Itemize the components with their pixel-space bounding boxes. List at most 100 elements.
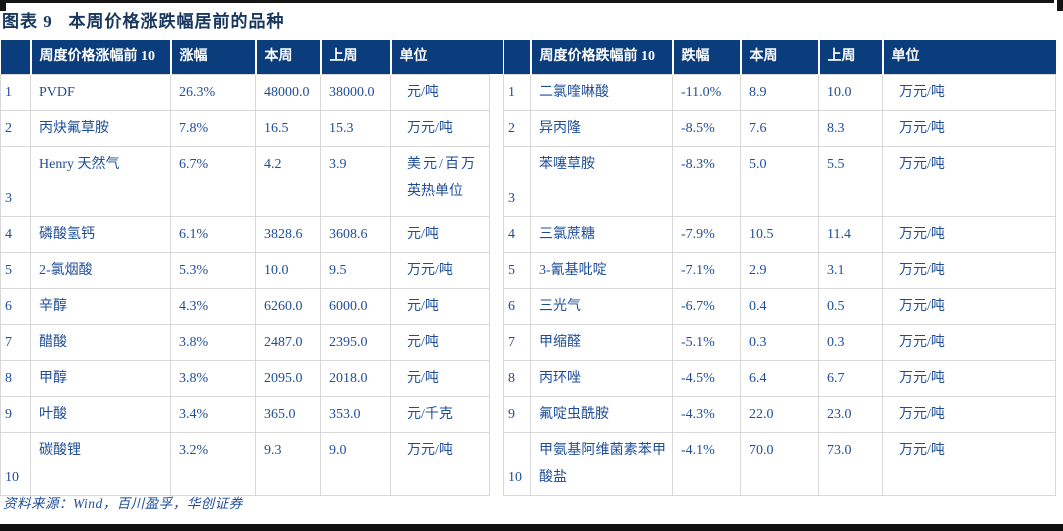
change-pct-cell: -8.5% [672, 110, 741, 147]
this-week-cell: 70.0 [740, 432, 819, 496]
item-name-cell: 氟啶虫酰胺 [530, 396, 673, 433]
this-week-cell: 5.0 [740, 146, 819, 217]
table-row: 6 三光气 -6.7% 0.4 0.5 万元/吨 [503, 288, 1056, 325]
row-index-cell: 3 [0, 146, 31, 217]
last-week-cell: 6.7 [818, 360, 883, 397]
table-row: 8 甲醇 3.8% 2095.0 2018.0 元/吨 [0, 360, 490, 397]
unit-cell: 万元/吨 [882, 324, 1056, 361]
header-row: 周度价格涨幅前 10 涨幅 本周 上周 单位 [0, 40, 490, 75]
item-name-cell: 磷酸氢钙 [30, 216, 171, 253]
table-row: 5 2-氯烟酸 5.3% 10.0 9.5 万元/吨 [0, 252, 490, 289]
unit-cell: 万元/吨 [882, 74, 1056, 111]
change-pct-cell: -4.5% [672, 360, 741, 397]
item-name-cell: 3-氰基吡啶 [530, 252, 673, 289]
this-week-cell: 365.0 [255, 396, 321, 433]
table-row: 1 二氯喹啉酸 -11.0% 8.9 10.0 万元/吨 [503, 74, 1056, 111]
row-index-cell: 2 [503, 110, 531, 147]
last-week-cell: 38000.0 [320, 74, 391, 111]
item-name-cell: 甲缩醛 [530, 324, 673, 361]
this-week-cell: 6260.0 [255, 288, 321, 325]
last-week-cell: 73.0 [818, 432, 883, 496]
this-week-cell: 2487.0 [255, 324, 321, 361]
row-index-cell: 10 [0, 432, 31, 496]
last-week-cell: 3.1 [818, 252, 883, 289]
this-week-cell: 10.0 [255, 252, 321, 289]
gainers-change-header: 涨幅 [169, 40, 256, 75]
gainers-index-header [0, 40, 31, 75]
last-week-cell: 2018.0 [320, 360, 391, 397]
losers-change-header: 跌幅 [671, 40, 741, 75]
item-name-cell: 苯噻草胺 [530, 146, 673, 217]
row-index-cell: 7 [503, 324, 531, 361]
last-week-cell: 3608.6 [320, 216, 391, 253]
last-week-cell: 23.0 [818, 396, 883, 433]
item-name-cell: 叶酸 [30, 396, 171, 433]
losers-table: 周度价格跌幅前 10 跌幅 本周 上周 单位 1 二氯喹啉酸 -11.0% 8.9 10… [503, 40, 1056, 496]
this-week-cell: 3828.6 [255, 216, 321, 253]
last-week-cell: 3.9 [320, 146, 391, 217]
item-name-cell: 异丙隆 [530, 110, 673, 147]
change-pct-cell: -4.3% [672, 396, 741, 433]
header-row: 周度价格跌幅前 10 跌幅 本周 上周 单位 [503, 40, 1056, 75]
row-index-cell: 1 [0, 74, 31, 111]
gainers-thisweek-header: 本周 [254, 40, 321, 75]
unit-cell: 万元/吨 [882, 396, 1056, 433]
last-week-cell: 15.3 [320, 110, 391, 147]
this-week-cell: 9.3 [255, 432, 321, 496]
unit-cell: 元/吨 [390, 216, 490, 253]
unit-cell: 万元/吨 [390, 432, 490, 496]
change-pct-cell: 6.1% [170, 216, 256, 253]
losers-unit-header: 单位 [881, 40, 1056, 75]
table-row: 8 丙环唑 -4.5% 6.4 6.7 万元/吨 [503, 360, 1056, 397]
table-row: 4 三氯蔗糖 -7.9% 10.5 11.4 万元/吨 [503, 216, 1056, 253]
change-pct-cell: -6.7% [672, 288, 741, 325]
change-pct-cell: 7.8% [170, 110, 256, 147]
change-pct-cell: -4.1% [672, 432, 741, 496]
gainers-unit-header: 单位 [389, 40, 490, 75]
bottom-rule [0, 524, 1063, 531]
change-pct-cell: -8.3% [672, 146, 741, 217]
row-index-cell: 10 [503, 432, 531, 496]
change-pct-cell: 3.8% [170, 324, 256, 361]
this-week-cell: 22.0 [740, 396, 819, 433]
gainers-table-body: 1 PVDF 26.3% 48000.0 38000.0 元/吨 2 丙炔氟草胺 7.8% 16.… [0, 74, 490, 496]
table-row: 5 3-氰基吡啶 -7.1% 2.9 3.1 万元/吨 [503, 252, 1056, 289]
table-row: 4 磷酸氢钙 6.1% 3828.6 3608.6 元/吨 [0, 216, 490, 253]
table-row: 3 Henry 天然气 6.7% 4.2 3.9 美元/百万英热单位 [0, 146, 490, 217]
change-pct-cell: 3.2% [170, 432, 256, 496]
row-index-cell: 8 [0, 360, 31, 397]
row-index-cell: 5 [503, 252, 531, 289]
unit-cell: 元/吨 [390, 288, 490, 325]
gainers-lastweek-header: 上周 [319, 40, 391, 75]
last-week-cell: 5.5 [818, 146, 883, 217]
unit-cell: 万元/吨 [882, 432, 1056, 496]
unit-cell: 美元/百万英热单位 [390, 146, 490, 217]
unit-cell: 万元/吨 [390, 110, 490, 147]
change-pct-cell: 5.3% [170, 252, 256, 289]
change-pct-cell: -11.0% [672, 74, 741, 111]
row-index-cell: 9 [0, 396, 31, 433]
unit-cell: 元/吨 [390, 324, 490, 361]
table-row: 1 PVDF 26.3% 48000.0 38000.0 元/吨 [0, 74, 490, 111]
item-name-cell: 甲氨基阿维菌素苯甲酸盐 [530, 432, 673, 496]
table-divider [490, 40, 503, 496]
corner-mark-right [1057, 0, 1063, 11]
losers-index-header [503, 40, 531, 75]
this-week-cell: 6.4 [740, 360, 819, 397]
table-row: 6 辛醇 4.3% 6260.0 6000.0 元/吨 [0, 288, 490, 325]
change-pct-cell: 4.3% [170, 288, 256, 325]
this-week-cell: 2095.0 [255, 360, 321, 397]
item-name-cell: 醋酸 [30, 324, 171, 361]
last-week-cell: 6000.0 [320, 288, 391, 325]
this-week-cell: 8.9 [740, 74, 819, 111]
losers-table-header: 周度价格跌幅前 10 跌幅 本周 上周 单位 [503, 40, 1056, 75]
figure-title: 图表 9 本周价格涨跌幅居前的品种 [2, 12, 285, 31]
this-week-cell: 0.3 [740, 324, 819, 361]
this-week-cell: 10.5 [740, 216, 819, 253]
losers-table-body: 1 二氯喹啉酸 -11.0% 8.9 10.0 万元/吨 2 异丙隆 -8.5% 7.6 8.3 万元… [503, 74, 1056, 496]
losers-thisweek-header: 本周 [739, 40, 819, 75]
top-rule [0, 0, 1054, 3]
unit-cell: 元/千克 [390, 396, 490, 433]
table-row: 10 甲氨基阿维菌素苯甲酸盐 -4.1% 70.0 73.0 万元/吨 [503, 432, 1056, 496]
row-index-cell: 6 [503, 288, 531, 325]
